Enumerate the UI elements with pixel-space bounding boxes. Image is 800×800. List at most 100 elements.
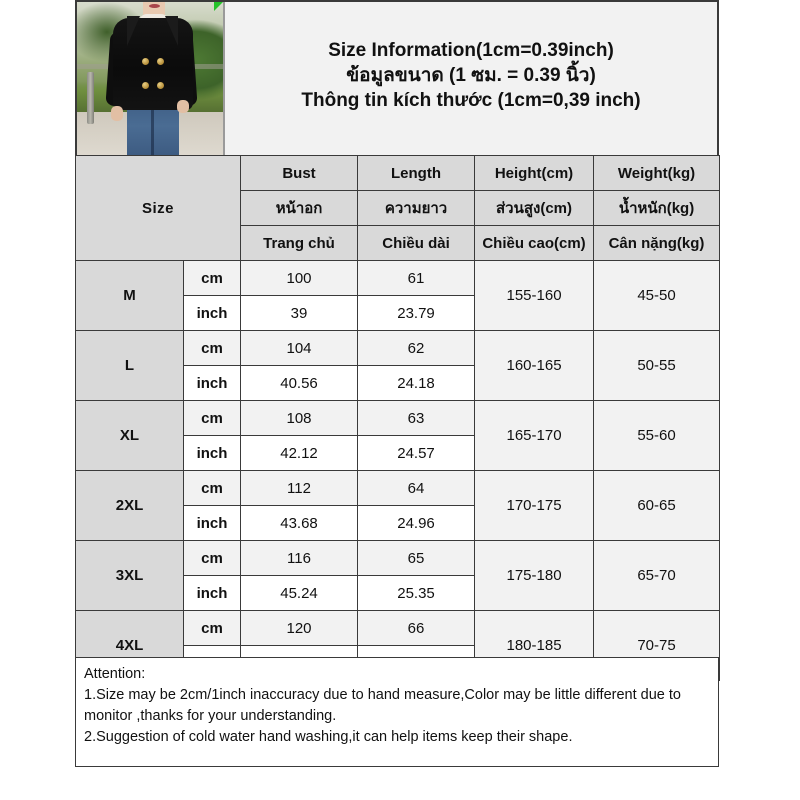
height-range: 165-170: [474, 400, 595, 471]
header-height-th: ส่วนสูง(cm): [474, 190, 595, 226]
header-bust-th: หน้าอก: [240, 190, 359, 226]
weight-range: 60-65: [593, 470, 721, 541]
bust-inch: 42.12: [240, 435, 359, 471]
table-row: 3XL cm 116 65 175-180 65-70: [75, 540, 721, 611]
bust-cm: 104: [240, 330, 359, 366]
product-photo: [77, 2, 223, 155]
length-inch: 24.57: [357, 435, 476, 471]
title-english: Size Information(1cm=0.39inch): [328, 40, 614, 61]
table-header-row-th: หน้าอก ความยาว ส่วนสูง(cm) น้ำหนัก(kg): [76, 190, 721, 226]
unit-cm: cm: [182, 400, 242, 436]
notes-line-1: 1.Size may be 2cm/1inch inaccuracy due t…: [84, 687, 681, 724]
green-corner-marker-icon: [214, 2, 223, 11]
table-row: M cm 100 61 155-160 45-50: [75, 260, 721, 331]
height-range: 160-165: [474, 330, 595, 401]
length-inch: 24.18: [357, 365, 476, 401]
coat-button: [142, 82, 149, 89]
size-label: L: [75, 330, 184, 401]
bust-inch: 43.68: [240, 505, 359, 541]
coat-button: [157, 82, 164, 89]
header-length-th: ความยาว: [357, 190, 476, 226]
size-label: XL: [75, 400, 184, 471]
height-range: 170-175: [474, 470, 595, 541]
header-weight-en: Weight(kg): [593, 155, 721, 191]
weight-range: 65-70: [593, 540, 721, 611]
header-bust-vi: Trang chủ: [240, 225, 359, 261]
length-cm: 65: [357, 540, 476, 576]
height-range: 175-180: [474, 540, 595, 611]
bust-inch: 45.24: [240, 575, 359, 611]
unit-cm: cm: [182, 330, 242, 366]
weight-range: 50-55: [593, 330, 721, 401]
bust-cm: 112: [240, 470, 359, 506]
unit-inch: inch: [182, 505, 242, 541]
height-range: 155-160: [474, 260, 595, 331]
unit-cm: cm: [182, 470, 242, 506]
background-pole: [87, 72, 94, 124]
bust-cm: 108: [240, 400, 359, 436]
header-length-en: Length: [357, 155, 476, 191]
coat-button: [157, 58, 164, 65]
length-inch: 25.35: [357, 575, 476, 611]
length-cm: 63: [357, 400, 476, 436]
table-row: inch 45.24 25.35: [76, 575, 720, 611]
size-label: 2XL: [75, 470, 184, 541]
model-hand-right: [177, 100, 189, 113]
table-row: XL cm 108 63 165-170 55-60: [75, 400, 721, 471]
header-band: Size Information(1cm=0.39inch) ข้อมูลขนา…: [75, 0, 719, 155]
table-header-row-vi: Trang chủ Chiều dài Chiều cao(cm) Cân nặ…: [76, 225, 721, 261]
unit-cm: cm: [182, 610, 242, 646]
title-vietnamese: Thông tin kích thước (1cm=0,39 inch): [301, 90, 641, 111]
bust-inch: 40.56: [240, 365, 359, 401]
length-cm: 61: [357, 260, 476, 296]
length-inch: 24.96: [357, 505, 476, 541]
length-cm: 64: [357, 470, 476, 506]
size-label: M: [75, 260, 184, 331]
model-lips: [149, 4, 160, 8]
bust-cm: 100: [240, 260, 359, 296]
weight-range: 45-50: [593, 260, 721, 331]
table-row: inch 43.68 24.96: [76, 505, 720, 541]
header-weight-vi: Cân nặng(kg): [593, 225, 721, 261]
title-block: Size Information(1cm=0.39inch) ข้อมูลขนา…: [225, 2, 717, 155]
table-row: L cm 104 62 160-165 50-55: [75, 330, 721, 401]
model-figure: [77, 2, 223, 155]
model-jeans: [127, 102, 179, 155]
header-height-vi: Chiều cao(cm): [474, 225, 595, 261]
title-thai: ข้อมูลขนาด (1 ซม. = 0.39 นิ้ว): [346, 65, 596, 86]
black-coat: [113, 18, 193, 110]
weight-range: 55-60: [593, 400, 721, 471]
table-row: inch 39 23.79: [76, 295, 720, 331]
unit-inch: inch: [182, 575, 242, 611]
header-height-en: Height(cm): [474, 155, 595, 191]
size-column-header: Size: [74, 155, 242, 261]
header-weight-th: น้ำหนัก(kg): [593, 190, 721, 226]
coat-collar-left: [127, 16, 140, 46]
coat-button: [142, 58, 149, 65]
coat-collar-right: [165, 16, 178, 46]
length-cm: 62: [357, 330, 476, 366]
header-bust-en: Bust: [240, 155, 359, 191]
unit-inch: inch: [182, 435, 242, 471]
table-header-row-en: Size Bust Length Height(cm) Weight(kg): [74, 155, 721, 261]
unit-cm: cm: [182, 260, 242, 296]
bust-cm: 116: [240, 540, 359, 576]
product-photo-cell: [77, 2, 225, 155]
header-length-vi: Chiều dài: [357, 225, 476, 261]
bust-cm: 120: [240, 610, 359, 646]
size-label: 3XL: [75, 540, 184, 611]
notes-line-2: 2.Suggestion of cold water hand washing,…: [84, 729, 573, 745]
model-hand-left: [111, 106, 123, 121]
unit-cm: cm: [182, 540, 242, 576]
notes-heading: Attention:: [84, 666, 146, 682]
size-table: Size Bust Length Height(cm) Weight(kg) ห…: [74, 155, 721, 681]
unit-inch: inch: [182, 365, 242, 401]
table-row: inch 40.56 24.18: [76, 365, 720, 401]
bust-inch: 39: [240, 295, 359, 331]
length-inch: 23.79: [357, 295, 476, 331]
table-row: 4XL cm 120 66 180-185 70-75: [75, 610, 721, 681]
length-cm: 66: [357, 610, 476, 646]
unit-inch: inch: [182, 295, 242, 331]
attention-notes: Attention: 1.Size may be 2cm/1inch inacc…: [75, 657, 719, 767]
